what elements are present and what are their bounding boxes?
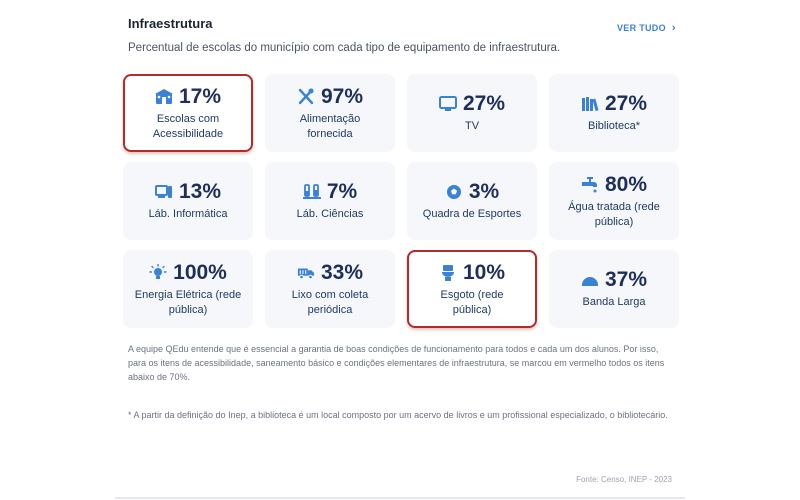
card-accessibility: 17% Escolas com Acessibilidade <box>123 74 253 152</box>
card-label: Escolas com Acessibilidade <box>152 112 224 140</box>
card-electricity: 100% Energia Elétrica (rede pública) <box>123 250 253 328</box>
truck-icon <box>297 264 315 282</box>
card-value: 10% <box>462 260 506 284</box>
card-value: 27% <box>604 92 648 115</box>
card-library: 27% Biblioteca* <box>549 74 679 152</box>
card-label: TV <box>464 120 480 132</box>
card-label: Láb. Ciências <box>296 208 364 220</box>
card-label: Quadra de Esportes <box>422 208 522 220</box>
card-garbage-collection: 33% Lixo com coleta periódica <box>265 250 395 328</box>
card-value: 17% <box>178 84 222 108</box>
card-label: Esgoto (rede pública) <box>440 288 504 316</box>
see-all-label: VER TUDO <box>617 23 666 33</box>
source-caption: Fonte: Censo, INEP - 2023 <box>576 475 672 484</box>
card-computer-lab: 13% Láb. Informática <box>123 162 253 240</box>
card-sports-court: 3% Quadra de Esportes <box>407 162 537 240</box>
card-value: 7% <box>326 180 358 203</box>
card-broadband: 37% Banda Larga <box>549 250 679 328</box>
note-library-definition: * A partir da definição do Inep, a bibli… <box>128 410 668 420</box>
faucet-icon <box>581 176 599 194</box>
tv-icon <box>438 95 457 113</box>
card-label: Alimentação fornecida <box>299 112 361 140</box>
card-value: 37% <box>604 268 648 291</box>
card-treated-water: 80% Água tratada (rede pública) <box>549 162 679 240</box>
accessibility-icon <box>154 88 173 106</box>
books-icon <box>581 95 599 113</box>
flask-icon <box>302 183 321 201</box>
toilet-icon <box>439 264 457 282</box>
wifi-icon <box>581 271 599 289</box>
card-value: 97% <box>320 84 364 108</box>
card-value: 33% <box>320 260 364 284</box>
card-label: Láb. Informática <box>148 208 228 220</box>
section-subtitle: Percentual de escolas do município com c… <box>128 42 561 54</box>
card-value: 100% <box>173 260 227 284</box>
card-label: Água tratada (rede pública) <box>568 200 660 228</box>
card-label: Energia Elétrica (rede pública) <box>134 288 242 316</box>
computer-icon <box>154 183 173 201</box>
utensils-icon <box>297 88 315 106</box>
card-food: 97% Alimentação fornecida <box>265 74 395 152</box>
card-sewage: 10% Esgoto (rede pública) <box>407 250 537 328</box>
divider <box>115 497 685 499</box>
infrastructure-grid: 17% Escolas com Acessibilidade 97% Alimen… <box>123 74 679 328</box>
card-label: Biblioteca* <box>588 120 640 132</box>
card-label: Lixo com coleta periódica <box>291 288 369 316</box>
card-value: 27% <box>462 92 506 115</box>
card-value: 3% <box>468 180 500 203</box>
chevron-right-icon: › <box>671 22 676 34</box>
ball-icon <box>445 183 463 201</box>
note-explanation: A equipe QEdu entende que é essencial a … <box>128 344 665 382</box>
see-all-link[interactable]: VER TUDO › <box>617 22 676 34</box>
card-value: 80% <box>604 172 648 196</box>
card-label: Banda Larga <box>582 296 646 308</box>
section-title: Infraestrutura <box>128 16 213 31</box>
lightbulb-icon <box>149 263 167 282</box>
card-science-lab: 7% Láb. Ciências <box>265 162 395 240</box>
card-tv: 27% TV <box>407 74 537 152</box>
card-value: 13% <box>178 180 222 203</box>
